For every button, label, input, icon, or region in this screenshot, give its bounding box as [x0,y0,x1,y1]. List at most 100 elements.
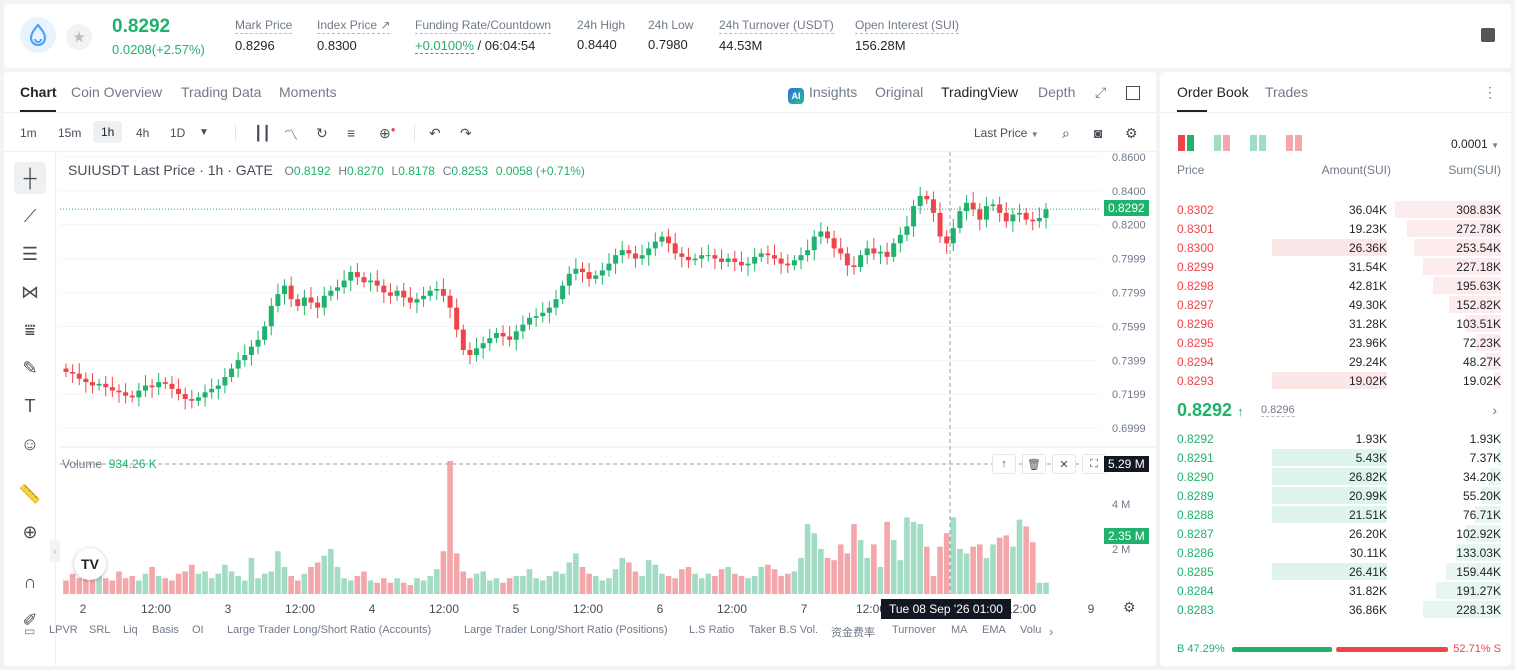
stat-label[interactable]: 24h Turnover (USDT) [719,18,834,34]
view-asks-icon[interactable] [1214,135,1230,151]
maximize-pane-icon[interactable]: ⛶ [1082,454,1106,474]
mid-mark-price[interactable]: 0.8296 [1261,404,1295,417]
funding-rate-value[interactable]: +0.0100% [415,38,474,54]
collapse-icon[interactable]: ✕ [1052,454,1076,474]
order-book-row[interactable]: 0.8293 19.02K 19.02K [1160,371,1511,390]
order-book-row[interactable]: 0.8286 30.11K 133.03K [1160,543,1511,562]
order-book-row[interactable]: 0.8294 29.24K 48.27K [1160,352,1511,371]
camera-icon[interactable]: ◙ [1094,125,1103,141]
brush-icon[interactable]: ✎ [22,357,38,378]
indicator-item[interactable]: Large Trader Long/Short Ratio (Positions… [464,624,668,636]
order-book-row[interactable]: 0.8295 23.96K 72.23K [1160,333,1511,352]
more-options-icon[interactable]: ⋮ [1483,84,1497,100]
delete-icon[interactable]: 🗑 [1022,454,1046,474]
order-book-row[interactable]: 0.8296 31.28K 103.51K [1160,314,1511,333]
text-icon[interactable]: T [24,395,36,416]
favorite-star-icon[interactable]: ★ [66,24,92,50]
search-icon[interactable]: ⌕ [1062,125,1070,141]
order-book-row[interactable]: 0.8283 36.86K 228.13K [1160,600,1511,619]
insights-button[interactable]: AI Insights [788,84,857,104]
stat-label[interactable]: Index Price ↗ [317,18,391,34]
candle-type-icon[interactable]: ┃┃ [254,125,271,141]
pattern-icon[interactable]: ⋈ [21,281,39,302]
view-tradingview[interactable]: TradingView [941,84,1019,100]
tab-moments[interactable]: Moments [279,84,337,100]
indicator-item[interactable]: Turnover [892,624,936,636]
chevron-right-icon[interactable]: › [1492,402,1497,418]
expand-icon[interactable]: ⤢ [1095,84,1107,100]
order-book-row[interactable]: 0.8297 49.30K 152.82K [1160,295,1511,314]
order-book-row[interactable]: 0.8287 26.20K 102.92K [1160,524,1511,543]
timeframe-4h[interactable]: 4h [136,126,150,140]
indicator-item[interactable]: EMA [982,624,1006,636]
indicator-item[interactable]: LPVR [49,624,78,636]
indicator-item[interactable]: Basis [152,624,179,636]
trendline-icon[interactable]: ⟋ [23,205,37,226]
ruler-icon[interactable]: 📏 [18,483,42,504]
view-depth[interactable]: Depth [1038,84,1076,100]
timeframe-dropdown-icon[interactable]: ▼ [199,127,209,138]
order-book-row[interactable]: 0.8290 26.82K 34.20K [1160,467,1511,486]
chevron-right-icon[interactable]: › [1049,624,1054,639]
fib-icon[interactable]: ⩸ [24,319,36,340]
order-book-row[interactable]: 0.8288 21.51K 76.71K [1160,505,1511,524]
tab-trades[interactable]: Trades [1265,84,1309,100]
order-book-row[interactable]: 0.8302 36.04K 308.83K [1160,200,1511,219]
order-book-row[interactable]: 0.8285 26.41K 159.44K [1160,562,1511,581]
timeframe-15m[interactable]: 15m [58,126,82,140]
order-book-row[interactable]: 0.8292 1.93K 1.93K [1160,429,1511,448]
collapse-toolbar-icon[interactable]: ‹ [50,540,60,562]
view-bids-icon[interactable] [1250,135,1266,151]
tab-chart[interactable]: Chart [20,84,57,100]
undo-icon[interactable]: ↶ [429,125,441,141]
order-book-row[interactable]: 0.8300 26.36K 253.54K [1160,238,1511,257]
indicator-item[interactable]: L.S Ratio [689,624,735,636]
indicator-item[interactable]: MA [951,624,968,636]
crosshair-icon[interactable]: ┼ [14,162,46,194]
horizontal-lines-icon[interactable]: ☰ [21,243,39,264]
settings-gear-icon[interactable]: ⚙ [1123,599,1136,615]
indicator-item[interactable]: Liq [123,624,138,636]
indicator-item[interactable]: Volu [1020,624,1042,636]
timeframe-1h[interactable]: 1h [93,121,123,143]
zoom-in-icon[interactable]: ⊕ [22,521,38,542]
price-chart[interactable]: 0.8600 0.8400 0.8200 0.7999 0.7799 0.7599 0.73… [4,72,1156,666]
order-book-row[interactable]: 0.8291 5.43K 7.37K [1160,448,1511,467]
order-book-row[interactable]: 0.8298 42.81K 195.63K [1160,276,1511,295]
lock-draw-icon[interactable]: ✐ [22,609,38,630]
redo-icon[interactable]: ↷ [460,125,472,141]
tradingview-logo-icon[interactable]: TV [74,548,106,580]
templates-icon[interactable]: ≡ [347,125,356,141]
move-up-icon[interactable]: ↑ [992,454,1016,474]
add-compare-icon[interactable]: ⊕● [379,125,396,141]
emoji-icon[interactable]: ☺ [20,433,40,454]
indicator-bar-icon[interactable]: ▭ [24,624,36,638]
replay-icon[interactable]: ↻ [316,125,328,141]
indicator-item[interactable]: Taker B.S Vol. [749,624,819,636]
order-book-row[interactable]: 0.8289 20.99K 55.20K [1160,486,1511,505]
indicator-item[interactable]: Large Trader Long/Short Ratio (Accounts) [227,624,432,636]
indicators-icon[interactable]: 〽 [284,127,298,143]
stat-label[interactable]: Funding Rate/Countdown [415,18,552,34]
notebook-icon[interactable] [1481,28,1495,42]
stat-label[interactable]: Mark Price [235,18,293,34]
tab-trading-data[interactable]: Trading Data [181,84,262,100]
view-depth-icon[interactable] [1286,135,1302,151]
gear-icon[interactable]: ⚙ [1125,125,1138,141]
timeframe-1m[interactable]: 1m [20,126,37,140]
tab-order-book[interactable]: Order Book [1177,84,1249,100]
view-original[interactable]: Original [875,84,924,100]
tab-coin-overview[interactable]: Coin Overview [71,84,163,100]
indicator-item[interactable]: SRL [89,624,111,636]
indicator-item[interactable]: 资金费率 [831,627,875,639]
view-both-icon[interactable] [1178,135,1194,151]
fullscreen-icon[interactable] [1126,86,1140,100]
indicator-item[interactable]: OI [192,624,204,636]
order-book-row[interactable]: 0.8284 31.82K 191.27K [1160,581,1511,600]
price-type-dropdown[interactable]: Last Price ▼ [974,126,1039,140]
timeframe-1d[interactable]: 1D [170,126,186,140]
order-book-row[interactable]: 0.8299 31.54K 227.18K [1160,257,1511,276]
magnet-icon[interactable]: ∩ [23,571,37,592]
precision-dropdown[interactable]: 0.0001 ▼ [1451,137,1499,151]
stat-label[interactable]: Open Interest (SUI) [855,18,960,34]
